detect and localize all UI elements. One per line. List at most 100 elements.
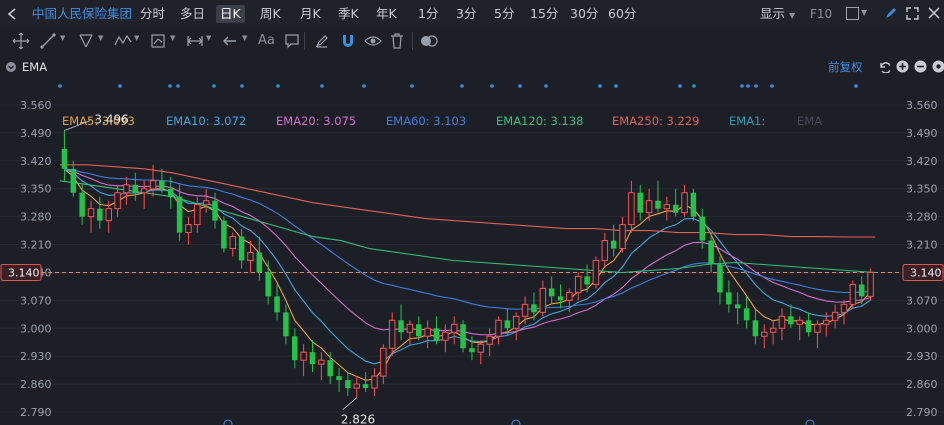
period-tab[interactable]: 月K bbox=[300, 6, 321, 21]
candle-body bbox=[221, 220, 227, 249]
undo-icon[interactable] bbox=[878, 61, 890, 73]
event-marker bbox=[212, 84, 216, 88]
current-price-box-left bbox=[0, 263, 42, 281]
remove-icon[interactable] bbox=[914, 60, 927, 73]
wave-tool-icon[interactable] bbox=[114, 33, 132, 49]
measure-tool-icon[interactable] bbox=[150, 33, 166, 49]
eraser-pen-icon[interactable] bbox=[314, 33, 330, 49]
trash-icon[interactable] bbox=[390, 33, 404, 49]
candle-body bbox=[433, 328, 440, 341]
candle-body bbox=[867, 271, 874, 297]
candle-body bbox=[548, 288, 555, 297]
period-tab[interactable]: 3分 bbox=[456, 6, 477, 21]
period-tab[interactable]: 日K bbox=[216, 5, 245, 23]
event-marker bbox=[746, 84, 750, 88]
indicator-name[interactable]: EMA bbox=[22, 60, 48, 74]
chevron-down-icon[interactable]: ▼ bbox=[170, 34, 176, 42]
candle-body bbox=[406, 323, 414, 333]
candle-body bbox=[672, 204, 679, 213]
y-tick-label-right: 3.000 bbox=[906, 322, 938, 335]
period-tab[interactable]: 年K bbox=[376, 6, 397, 21]
y-tick-label-left: 3.560 bbox=[20, 99, 52, 112]
ema-line-ema10 bbox=[64, 168, 871, 365]
arrow-tool-icon[interactable] bbox=[222, 33, 238, 49]
period-tab[interactable]: 周K bbox=[260, 6, 281, 21]
chevron-down-icon[interactable]: ▼ bbox=[206, 34, 212, 42]
left-arrow-icon[interactable] bbox=[6, 8, 18, 20]
candlestick-chart[interactable]: 3.560 3.560 3.490 3.490 3.420 3.420 3.350 3.350… bbox=[0, 80, 944, 425]
candle-body bbox=[362, 384, 369, 389]
candle-body bbox=[256, 252, 263, 273]
y-tick-label-left: 3.350 bbox=[20, 183, 52, 196]
candle-body bbox=[486, 335, 493, 345]
candle-body bbox=[132, 184, 139, 193]
chevron-down-icon[interactable]: ▼ bbox=[134, 34, 140, 42]
close-icon[interactable] bbox=[928, 7, 940, 19]
period-tab[interactable]: 60分 bbox=[608, 6, 637, 21]
settings-gear-icon[interactable] bbox=[932, 60, 944, 73]
ema-line-ema20 bbox=[64, 168, 871, 336]
chevron-down-icon[interactable]: ▼ bbox=[242, 34, 248, 42]
candle-body bbox=[726, 292, 732, 305]
y-tick-label-left: 3.210 bbox=[20, 239, 52, 252]
candle-body bbox=[371, 375, 378, 389]
period-tab[interactable]: 30分 bbox=[570, 6, 599, 21]
candle-body bbox=[247, 252, 254, 261]
display-menu[interactable]: 显示 ▼ bbox=[760, 5, 795, 25]
period-tab[interactable]: 5分 bbox=[494, 6, 515, 21]
candle-body bbox=[460, 324, 466, 349]
high-price-annotation: 3.496 bbox=[94, 113, 128, 127]
toggle-icon[interactable] bbox=[420, 34, 438, 48]
candle-body bbox=[327, 360, 333, 377]
f10-button[interactable]: F10 bbox=[810, 7, 833, 21]
candle-body bbox=[202, 200, 210, 206]
event-marker bbox=[240, 84, 244, 88]
candle-body bbox=[345, 380, 351, 389]
indicator-legend: EMA EMA5: 3.093 EMA10: 3.072 EMA20: 3.075 E… bbox=[0, 54, 944, 128]
channel-tool-icon[interactable] bbox=[78, 33, 94, 49]
eye-icon[interactable] bbox=[364, 33, 382, 49]
event-marker bbox=[614, 84, 618, 88]
magnet-icon[interactable] bbox=[340, 32, 356, 50]
candle-body bbox=[238, 236, 245, 261]
text-tool-icon[interactable]: Aa bbox=[258, 33, 275, 48]
period-tab[interactable]: 季K bbox=[338, 6, 359, 21]
comment-tool-icon[interactable] bbox=[284, 33, 300, 49]
candle-body bbox=[114, 192, 121, 210]
ema-line-ema120 bbox=[59, 180, 876, 274]
checkbox-square-icon[interactable] bbox=[846, 7, 859, 20]
current-price-label-right: 3.140 bbox=[910, 266, 942, 279]
candle-body bbox=[637, 192, 643, 213]
low-price-annotation: 2.826 bbox=[341, 413, 375, 425]
event-marker bbox=[460, 84, 464, 88]
candle-body bbox=[858, 284, 865, 297]
line-tool-icon[interactable] bbox=[40, 33, 56, 49]
high-annotation-leader bbox=[64, 120, 91, 131]
candle-body bbox=[140, 188, 148, 194]
add-icon[interactable] bbox=[896, 60, 909, 73]
chevron-down-icon[interactable]: ▼ bbox=[98, 34, 104, 42]
crosshair-move-icon[interactable] bbox=[12, 32, 30, 50]
period-tab[interactable]: 1分 bbox=[418, 6, 439, 21]
period-tab[interactable]: 多日 bbox=[180, 6, 206, 21]
candle-body bbox=[788, 316, 794, 325]
event-marker bbox=[598, 84, 602, 88]
collapse-icon[interactable] bbox=[6, 62, 16, 72]
ema-value-label: EMA120: 3.138 bbox=[496, 114, 584, 128]
candle-body bbox=[194, 204, 201, 226]
candle-body bbox=[318, 359, 325, 365]
range-tool-icon[interactable] bbox=[186, 33, 204, 49]
period-tab[interactable]: 15分 bbox=[530, 6, 559, 21]
event-marker bbox=[518, 84, 522, 88]
period-tab[interactable]: 分时 bbox=[140, 6, 166, 21]
event-marker bbox=[168, 84, 172, 88]
expand-icon[interactable] bbox=[906, 7, 919, 20]
event-marker bbox=[770, 84, 774, 88]
candle-body bbox=[424, 327, 431, 337]
stock-name[interactable]: 中国人民保险集团 bbox=[32, 6, 133, 21]
candle-body bbox=[574, 275, 582, 293]
ema-line-ema250 bbox=[60, 164, 875, 238]
adjust-mode[interactable]: 前复权 bbox=[828, 60, 863, 74]
pen-icon[interactable] bbox=[884, 6, 898, 20]
chevron-down-icon[interactable]: ▼ bbox=[60, 34, 66, 42]
